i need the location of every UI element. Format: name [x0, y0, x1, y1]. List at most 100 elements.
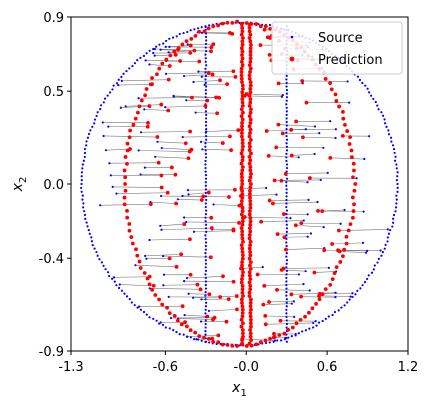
source-point [313, 125, 317, 128]
source-point [164, 72, 168, 75]
prediction-point [347, 142, 352, 146]
prediction-point [276, 122, 281, 127]
prediction-point [157, 297, 161, 302]
prediction-point [247, 212, 252, 217]
connector-line [121, 79, 169, 82]
source-point [368, 91, 371, 94]
source-point [307, 198, 310, 202]
connector-line [138, 150, 190, 152]
prediction-point [142, 271, 147, 275]
source-point [204, 234, 207, 237]
source-point [367, 274, 370, 277]
source-point [387, 129, 390, 132]
source-point [285, 202, 288, 205]
source-point [204, 166, 207, 170]
prediction-point [227, 195, 231, 199]
prediction-point [263, 24, 268, 29]
source-point [356, 289, 359, 292]
prediction-point [241, 87, 245, 91]
source-point [284, 336, 287, 339]
source-point [204, 287, 208, 290]
prediction-point [240, 300, 244, 305]
prediction-point [240, 117, 245, 122]
source-point [285, 152, 288, 155]
prediction-point [242, 215, 247, 219]
prediction-point [248, 243, 253, 248]
prediction-point [220, 141, 225, 145]
source-point [93, 118, 97, 121]
prediction-point [317, 293, 321, 298]
prediction-point [240, 100, 245, 105]
source-point [204, 78, 207, 81]
source-point [155, 45, 158, 48]
connector-line [338, 229, 388, 231]
source-point [82, 206, 85, 209]
connector-line [200, 141, 223, 144]
source-point [83, 151, 87, 155]
connector-line [141, 131, 191, 133]
prediction-point [301, 135, 305, 140]
prediction-point [216, 23, 220, 28]
prediction-point [227, 134, 232, 139]
source-point [175, 331, 178, 334]
source-point [195, 338, 198, 341]
prediction-point [248, 185, 253, 190]
source-point [285, 308, 288, 311]
prediction-point [294, 119, 298, 124]
source-point [285, 181, 288, 184]
source-point [268, 341, 271, 344]
connector-line [184, 280, 234, 283]
source-point [354, 293, 357, 296]
source-point [204, 273, 207, 276]
source-point [285, 106, 288, 109]
prediction-point [247, 154, 252, 159]
prediction-point [239, 186, 244, 191]
source-point [161, 323, 165, 327]
prediction-point [240, 253, 245, 258]
prediction-point [240, 246, 245, 251]
source-point [152, 47, 155, 51]
prediction-point [348, 222, 353, 227]
source-point [204, 57, 207, 60]
source-point [285, 110, 288, 113]
source-point [384, 122, 387, 125]
source-point [396, 182, 399, 186]
source-point [285, 135, 288, 138]
prediction-point [218, 78, 222, 83]
prediction-point [334, 99, 339, 103]
source-point [204, 340, 208, 343]
source-point [160, 146, 163, 150]
source-point [204, 46, 207, 49]
source-point [205, 138, 208, 141]
prediction-point [138, 266, 143, 270]
prediction-point [240, 120, 244, 125]
prediction-point [139, 98, 144, 103]
source-point [119, 106, 122, 109]
source-point [285, 266, 288, 269]
connector-line [160, 223, 185, 227]
connector-line [163, 255, 211, 258]
source-point [334, 128, 337, 131]
prediction-point [165, 190, 170, 195]
prediction-point [248, 137, 253, 142]
source-point [392, 221, 395, 224]
connector-line [240, 194, 277, 197]
source-point [394, 210, 397, 213]
prediction-point [289, 292, 294, 297]
prediction-point [248, 39, 253, 44]
source-point [395, 202, 398, 205]
prediction-point [150, 82, 154, 87]
prediction-point [225, 20, 230, 25]
prediction-point [241, 144, 245, 149]
prediction-point [180, 304, 185, 309]
prediction-point [300, 79, 305, 83]
source-point [108, 274, 111, 278]
source-point [93, 247, 96, 250]
source-point [200, 31, 204, 34]
source-point [115, 192, 118, 195]
source-point [337, 309, 340, 312]
source-point [204, 120, 208, 124]
source-point [205, 39, 208, 42]
prediction-point [137, 259, 142, 264]
prediction-point [240, 104, 245, 108]
